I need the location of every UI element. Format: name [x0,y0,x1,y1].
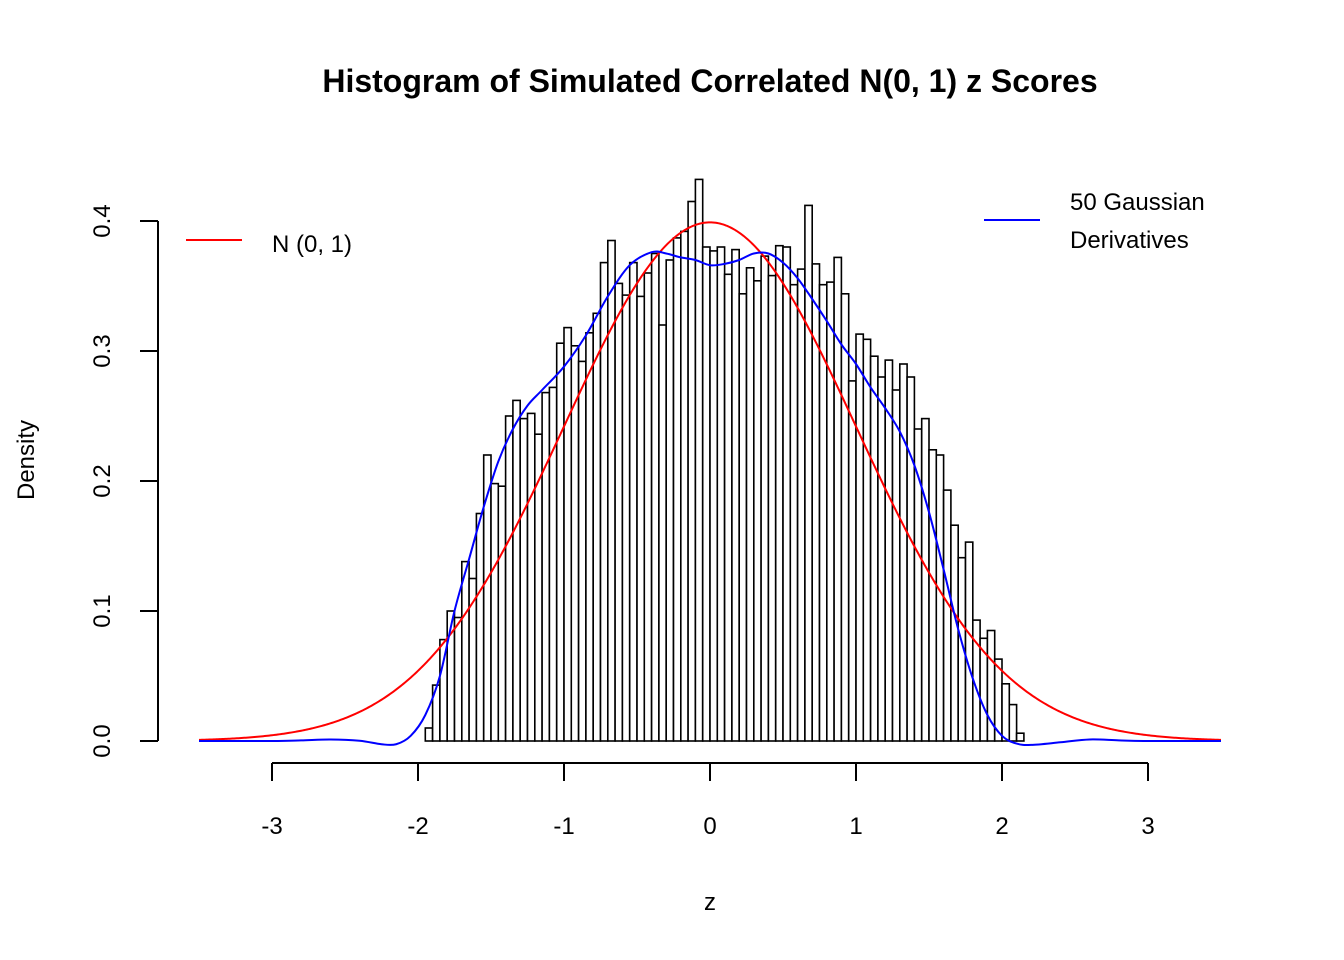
histogram-bar [460,560,470,742]
histogram-bar [796,268,806,742]
histogram-bar [541,391,551,742]
histogram-bar [804,204,814,742]
histogram-bar [636,295,646,742]
histogram-bar [650,252,660,742]
legend-gaussian-label-line-2: Derivatives [1070,227,1189,254]
histogram-bar [847,380,857,742]
histogram-bar [687,200,697,742]
histogram-bar [526,412,536,742]
histogram-bar [855,333,865,742]
histogram-bar [928,448,938,742]
histogram-bar [606,239,616,742]
density-curves [198,221,1222,747]
histogram-bar [1008,703,1018,742]
histogram-bar [475,512,485,742]
histogram-bar [694,178,704,742]
y-axis-label: Density [13,420,40,500]
legend-normal-label: N (0, 1) [272,231,352,258]
histogram-bar [869,355,879,742]
y-tick-label: 0.1 [89,594,116,627]
histogram-bar [504,415,514,742]
histogram-bar [512,399,522,742]
histogram-bar [592,312,602,742]
gaussian-derivatives-curve [198,250,1222,747]
histogram-bar [745,266,755,742]
histogram-bar [840,292,850,742]
histogram-bar [964,541,974,742]
histogram-bar [920,417,930,742]
histogram-bar [877,376,887,742]
y-tick-label: 0.2 [89,464,116,497]
histogram-bar [497,485,507,742]
x-tick-label: 3 [1141,813,1154,840]
x-axis: -3 -2 -1 0 1 2 3 [261,762,1155,840]
histogram-bar [701,246,711,742]
histogram-bar [563,326,573,742]
histogram-bar [614,282,624,742]
legend-gaussian-derivatives: 50 Gaussian Derivatives [984,189,1205,254]
x-tick-label: 2 [995,813,1008,840]
y-axis: 0.0 0.1 0.2 0.3 0.4 [89,204,159,758]
histogram-bar [760,255,770,742]
x-tick-label: 0 [703,813,716,840]
histogram-bar [723,273,733,742]
histogram-bar [1015,732,1025,742]
histogram-bar [628,261,638,742]
histogram-bar [898,363,908,742]
histogram-bar [599,261,609,742]
histogram-bar [519,417,529,742]
histogram-bar [782,246,792,742]
y-tick-label: 0.3 [89,334,116,367]
histogram-bar [774,244,784,742]
legend-gaussian-label-line-1: 50 Gaussian [1070,189,1205,216]
x-tick-label: -1 [553,813,574,840]
histogram-bar [439,638,448,742]
histogram-bar [658,324,668,742]
histogram-bar [672,237,682,742]
histogram-bar [767,274,777,742]
chart-title: Histogram of Simulated Correlated N(0, 1… [322,63,1097,99]
histogram-bar [585,331,595,742]
histogram-bar [862,338,872,742]
histogram-bar [825,281,835,742]
histogram-bar [789,283,799,742]
histogram-bar [716,246,726,742]
histogram-bar [935,454,945,742]
histogram-bar [833,256,843,742]
x-axis-label: z [704,889,716,916]
x-tick-label: -3 [261,813,282,840]
histogram-bar [906,376,916,742]
y-tick-label: 0.0 [89,724,116,757]
x-tick-label: 1 [849,813,862,840]
histogram-bar [643,272,653,742]
normal-density-curve [198,221,1222,741]
histogram-bar [548,386,558,742]
y-tick-label: 0.4 [89,204,116,237]
histogram-bars [424,178,1025,742]
histogram-bar [709,250,719,742]
histogram-bar [490,482,500,742]
histogram-bar [738,292,748,742]
histogram-bar [891,389,901,742]
histogram-bar [1001,682,1011,742]
histogram-bar [752,279,762,742]
histogram-bar [555,342,565,742]
histogram-bar [950,524,960,742]
histogram-bar [731,248,741,742]
histogram-bar [424,727,434,742]
histogram-bar [942,489,952,742]
legend-normal: N (0, 1) [186,231,352,258]
histogram-bar [665,259,675,742]
x-tick-label: -2 [407,813,428,840]
histogram-bar [577,360,587,742]
histogram-bar [453,616,463,742]
histogram-bar [679,230,689,742]
histogram-bar [621,294,631,742]
